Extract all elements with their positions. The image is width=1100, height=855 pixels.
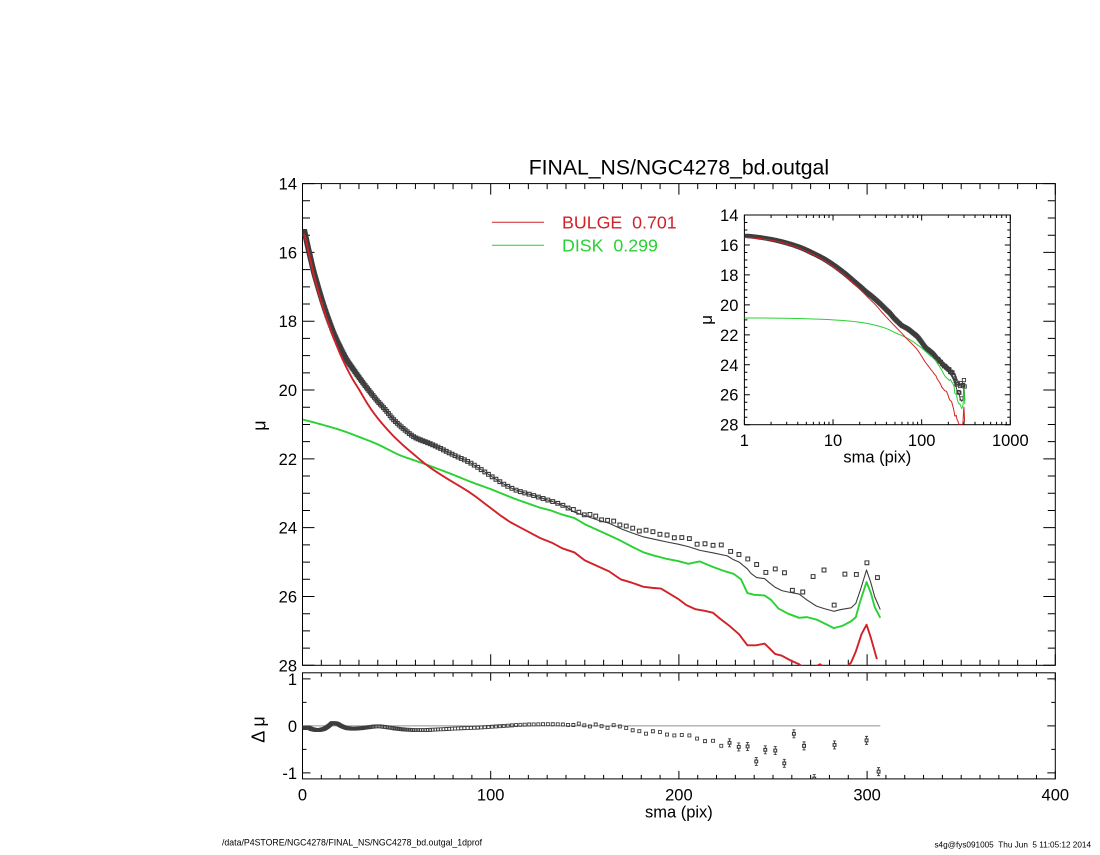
svg-text:24: 24 — [720, 357, 738, 375]
svg-text:18: 18 — [720, 267, 738, 285]
svg-text:1: 1 — [740, 432, 749, 450]
svg-text:22: 22 — [279, 451, 297, 469]
svg-text:20: 20 — [720, 297, 738, 315]
svg-text:sma (pix): sma (pix) — [645, 804, 713, 822]
svg-text:400: 400 — [1042, 787, 1070, 805]
svg-text:200: 200 — [665, 787, 693, 805]
svg-text:-1: -1 — [282, 765, 297, 783]
svg-text:22: 22 — [720, 327, 738, 345]
svg-text:20: 20 — [279, 382, 297, 400]
svg-text:16: 16 — [279, 244, 297, 262]
svg-text:1000: 1000 — [992, 432, 1029, 450]
svg-text:Δ μ: Δ μ — [249, 716, 269, 742]
svg-text:28: 28 — [279, 657, 297, 675]
svg-text:1: 1 — [288, 671, 297, 689]
svg-text:14: 14 — [279, 176, 297, 194]
svg-text:/data/P4STORE/NGC4278/FINAL_NS: /data/P4STORE/NGC4278/FINAL_NS/NGC4278_b… — [222, 838, 483, 848]
svg-text:18: 18 — [279, 313, 297, 331]
svg-text:28: 28 — [720, 417, 738, 435]
svg-text:300: 300 — [853, 787, 881, 805]
svg-text:sma (pix): sma (pix) — [843, 448, 911, 466]
svg-text:26: 26 — [720, 387, 738, 405]
svg-text:DISK 0.299: DISK 0.299 — [562, 236, 658, 256]
svg-text:14: 14 — [720, 207, 738, 225]
svg-text:μ: μ — [250, 420, 270, 430]
svg-text:16: 16 — [720, 237, 738, 255]
svg-text:100: 100 — [477, 787, 505, 805]
svg-text:0: 0 — [288, 718, 297, 736]
svg-text:100: 100 — [908, 432, 936, 450]
svg-text:FINAL_NS/NGC4278_bd.outgal: FINAL_NS/NGC4278_bd.outgal — [529, 157, 829, 180]
svg-text:BULGE 0.701: BULGE 0.701 — [562, 213, 677, 233]
svg-text:s4g@fys091005 Thu Jun 5 11:0: s4g@fys091005 Thu Jun 5 11:05:12 2014 — [934, 841, 1091, 850]
svg-text:10: 10 — [824, 432, 842, 450]
svg-text:24: 24 — [279, 520, 297, 538]
svg-text:26: 26 — [279, 588, 297, 606]
svg-text:μ: μ — [697, 315, 716, 325]
svg-text:0: 0 — [298, 787, 307, 805]
